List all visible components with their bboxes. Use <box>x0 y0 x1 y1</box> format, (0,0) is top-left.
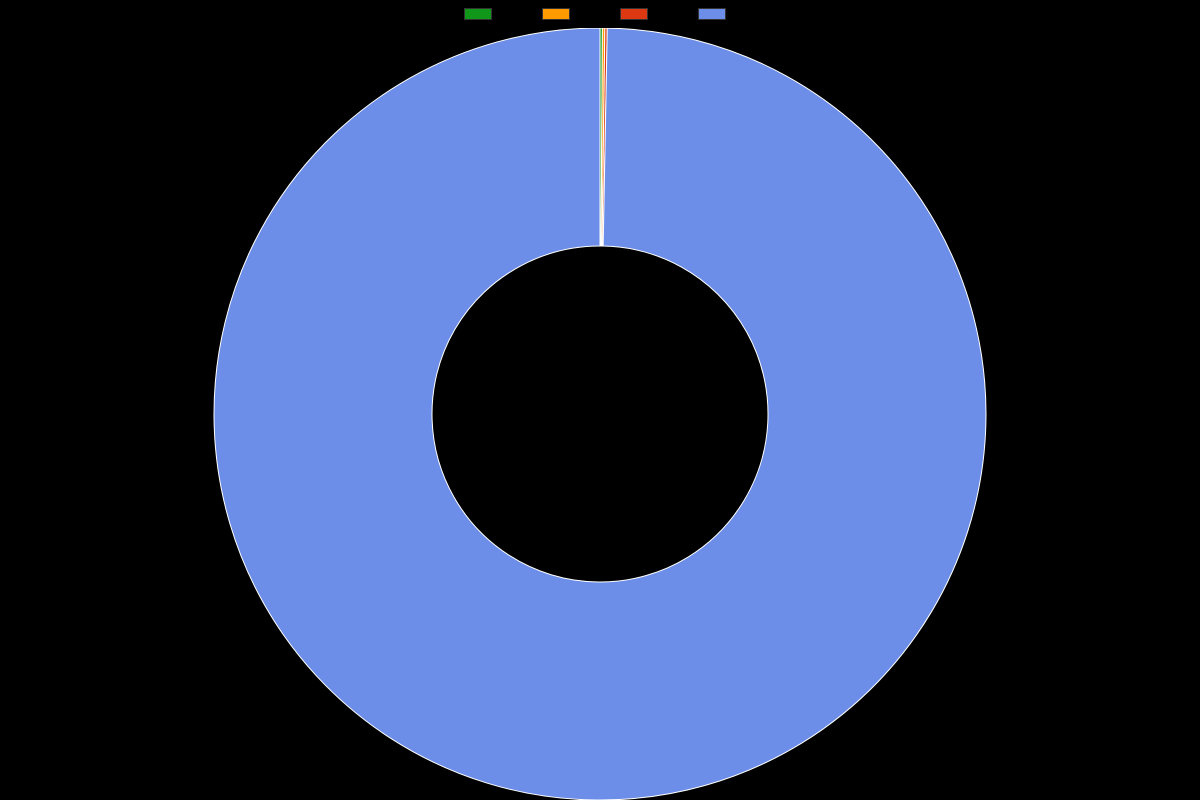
legend-swatch-0 <box>464 8 492 20</box>
legend-item-3 <box>698 8 736 20</box>
legend-swatch-1 <box>542 8 570 20</box>
legend-swatch-2 <box>620 8 648 20</box>
chart-legend <box>464 8 736 20</box>
legend-item-1 <box>542 8 580 20</box>
legend-swatch-3 <box>698 8 726 20</box>
donut-chart <box>0 28 1200 800</box>
legend-item-0 <box>464 8 502 20</box>
legend-item-2 <box>620 8 658 20</box>
donut-slice-3 <box>214 28 986 800</box>
donut-chart-svg <box>0 28 1200 800</box>
